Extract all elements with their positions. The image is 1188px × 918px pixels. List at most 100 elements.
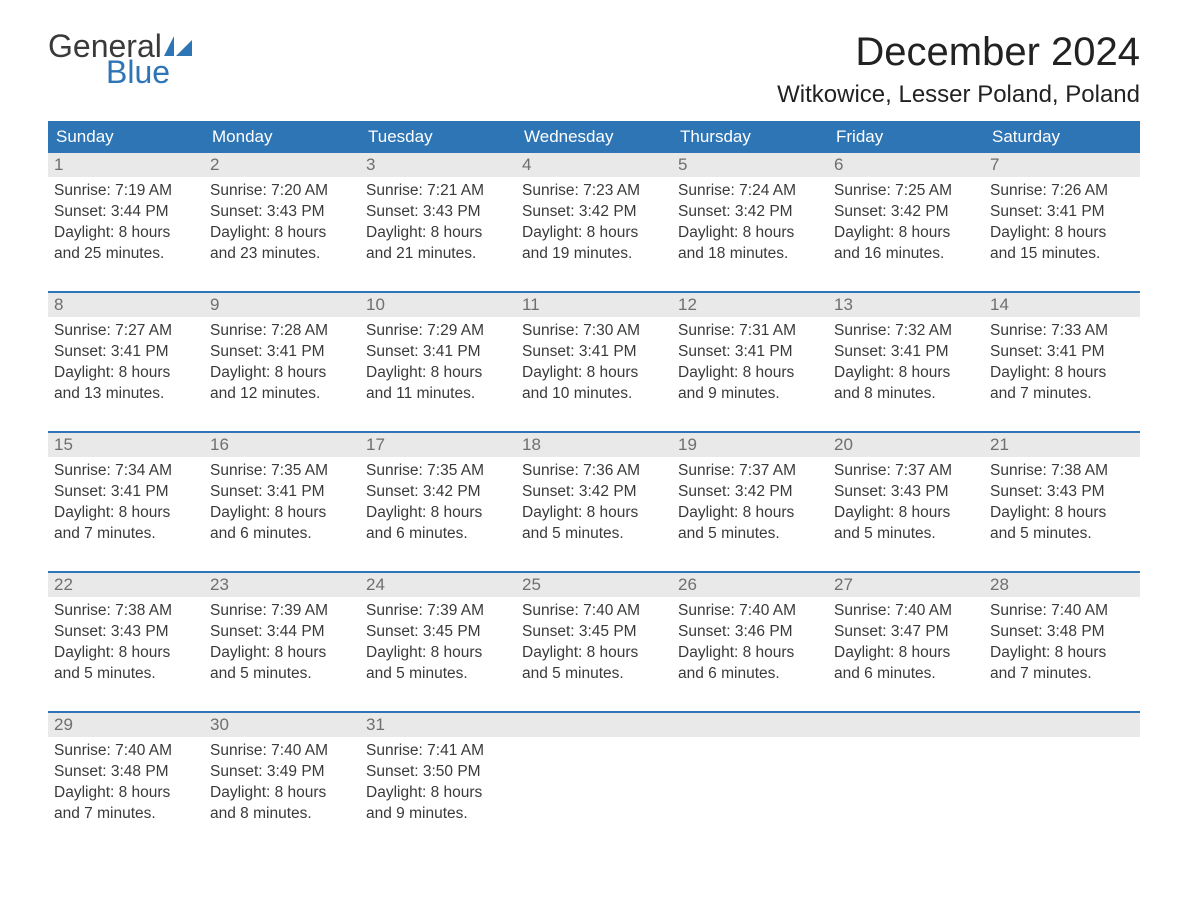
daylight-line1: Daylight: 8 hours (54, 223, 198, 244)
sunset-line: Sunset: 3:47 PM (834, 622, 978, 643)
daylight-line2: and 7 minutes. (54, 804, 198, 825)
day-cell: Sunrise: 7:39 AMSunset: 3:44 PMDaylight:… (204, 597, 360, 697)
daylight-line1: Daylight: 8 hours (54, 643, 198, 664)
week-row: 15161718192021Sunrise: 7:34 AMSunset: 3:… (48, 431, 1140, 557)
sunrise-line: Sunrise: 7:20 AM (210, 181, 354, 202)
day-cell: Sunrise: 7:35 AMSunset: 3:41 PMDaylight:… (204, 457, 360, 557)
sunrise-line: Sunrise: 7:32 AM (834, 321, 978, 342)
sunset-line: Sunset: 3:41 PM (54, 482, 198, 503)
sunset-line: Sunset: 3:41 PM (834, 342, 978, 363)
daylight-line1: Daylight: 8 hours (54, 503, 198, 524)
sunrise-line: Sunrise: 7:25 AM (834, 181, 978, 202)
sunset-line: Sunset: 3:43 PM (834, 482, 978, 503)
day-cell (828, 737, 984, 837)
sunrise-line: Sunrise: 7:40 AM (54, 741, 198, 762)
day-number: 24 (360, 573, 516, 597)
day-cell: Sunrise: 7:40 AMSunset: 3:47 PMDaylight:… (828, 597, 984, 697)
day-number: 30 (204, 713, 360, 737)
daylight-line1: Daylight: 8 hours (210, 363, 354, 384)
weekday-header: Sunday (48, 121, 204, 153)
sunset-line: Sunset: 3:41 PM (54, 342, 198, 363)
daylight-line2: and 5 minutes. (210, 664, 354, 685)
daylight-line1: Daylight: 8 hours (678, 643, 822, 664)
day-cell: Sunrise: 7:40 AMSunset: 3:46 PMDaylight:… (672, 597, 828, 697)
sunrise-line: Sunrise: 7:40 AM (678, 601, 822, 622)
day-cell: Sunrise: 7:37 AMSunset: 3:43 PMDaylight:… (828, 457, 984, 557)
sunset-line: Sunset: 3:48 PM (990, 622, 1134, 643)
sunset-line: Sunset: 3:42 PM (522, 202, 666, 223)
sunrise-line: Sunrise: 7:21 AM (366, 181, 510, 202)
daylight-line1: Daylight: 8 hours (522, 223, 666, 244)
weekday-header: Thursday (672, 121, 828, 153)
sunset-line: Sunset: 3:41 PM (522, 342, 666, 363)
day-number: 31 (360, 713, 516, 737)
weekday-row: SundayMondayTuesdayWednesdayThursdayFrid… (48, 121, 1140, 153)
sunset-line: Sunset: 3:42 PM (834, 202, 978, 223)
daylight-line2: and 7 minutes. (54, 524, 198, 545)
day-cell: Sunrise: 7:40 AMSunset: 3:45 PMDaylight:… (516, 597, 672, 697)
day-cell (672, 737, 828, 837)
day-number: 28 (984, 573, 1140, 597)
daylight-line2: and 5 minutes. (54, 664, 198, 685)
day-number: 22 (48, 573, 204, 597)
sunrise-line: Sunrise: 7:19 AM (54, 181, 198, 202)
day-number: 20 (828, 433, 984, 457)
daylight-line1: Daylight: 8 hours (366, 643, 510, 664)
daylight-line1: Daylight: 8 hours (834, 223, 978, 244)
daylight-line1: Daylight: 8 hours (678, 503, 822, 524)
day-cell: Sunrise: 7:24 AMSunset: 3:42 PMDaylight:… (672, 177, 828, 277)
day-number: 2 (204, 153, 360, 177)
week-row: 1234567Sunrise: 7:19 AMSunset: 3:44 PMDa… (48, 153, 1140, 277)
daylight-line2: and 16 minutes. (834, 244, 978, 265)
title-block: December 2024 Witkowice, Lesser Poland, … (777, 30, 1140, 109)
sunset-line: Sunset: 3:42 PM (678, 202, 822, 223)
day-cell: Sunrise: 7:30 AMSunset: 3:41 PMDaylight:… (516, 317, 672, 417)
day-number: 26 (672, 573, 828, 597)
daynum-row: 15161718192021 (48, 433, 1140, 457)
sunset-line: Sunset: 3:46 PM (678, 622, 822, 643)
sunset-line: Sunset: 3:49 PM (210, 762, 354, 783)
day-number: 16 (204, 433, 360, 457)
day-number (516, 713, 672, 737)
sunset-line: Sunset: 3:43 PM (366, 202, 510, 223)
day-number: 13 (828, 293, 984, 317)
sunrise-line: Sunrise: 7:27 AM (54, 321, 198, 342)
daylight-line2: and 6 minutes. (210, 524, 354, 545)
sunrise-line: Sunrise: 7:40 AM (834, 601, 978, 622)
day-cell: Sunrise: 7:21 AMSunset: 3:43 PMDaylight:… (360, 177, 516, 277)
day-cell: Sunrise: 7:32 AMSunset: 3:41 PMDaylight:… (828, 317, 984, 417)
sunset-line: Sunset: 3:43 PM (990, 482, 1134, 503)
sunrise-line: Sunrise: 7:41 AM (366, 741, 510, 762)
day-cell: Sunrise: 7:20 AMSunset: 3:43 PMDaylight:… (204, 177, 360, 277)
daylight-line1: Daylight: 8 hours (990, 223, 1134, 244)
weekday-header: Tuesday (360, 121, 516, 153)
daylight-line1: Daylight: 8 hours (522, 363, 666, 384)
day-cell: Sunrise: 7:40 AMSunset: 3:49 PMDaylight:… (204, 737, 360, 837)
sunrise-line: Sunrise: 7:39 AM (366, 601, 510, 622)
sunset-line: Sunset: 3:48 PM (54, 762, 198, 783)
daylight-line1: Daylight: 8 hours (678, 363, 822, 384)
daylight-line2: and 5 minutes. (522, 524, 666, 545)
sunset-line: Sunset: 3:44 PM (210, 622, 354, 643)
week-row: 293031Sunrise: 7:40 AMSunset: 3:48 PMDay… (48, 711, 1140, 837)
sunrise-line: Sunrise: 7:40 AM (210, 741, 354, 762)
day-number: 8 (48, 293, 204, 317)
day-number: 27 (828, 573, 984, 597)
day-cell: Sunrise: 7:36 AMSunset: 3:42 PMDaylight:… (516, 457, 672, 557)
daylight-line1: Daylight: 8 hours (366, 783, 510, 804)
day-cell: Sunrise: 7:37 AMSunset: 3:42 PMDaylight:… (672, 457, 828, 557)
day-cell: Sunrise: 7:31 AMSunset: 3:41 PMDaylight:… (672, 317, 828, 417)
daynum-row: 891011121314 (48, 293, 1140, 317)
day-cell: Sunrise: 7:23 AMSunset: 3:42 PMDaylight:… (516, 177, 672, 277)
day-cell: Sunrise: 7:33 AMSunset: 3:41 PMDaylight:… (984, 317, 1140, 417)
day-cell: Sunrise: 7:39 AMSunset: 3:45 PMDaylight:… (360, 597, 516, 697)
sunset-line: Sunset: 3:45 PM (366, 622, 510, 643)
daylight-line2: and 7 minutes. (990, 664, 1134, 685)
sunset-line: Sunset: 3:41 PM (678, 342, 822, 363)
day-number: 14 (984, 293, 1140, 317)
day-number: 11 (516, 293, 672, 317)
daylight-line2: and 23 minutes. (210, 244, 354, 265)
sunset-line: Sunset: 3:45 PM (522, 622, 666, 643)
location: Witkowice, Lesser Poland, Poland (777, 81, 1140, 109)
sunrise-line: Sunrise: 7:29 AM (366, 321, 510, 342)
